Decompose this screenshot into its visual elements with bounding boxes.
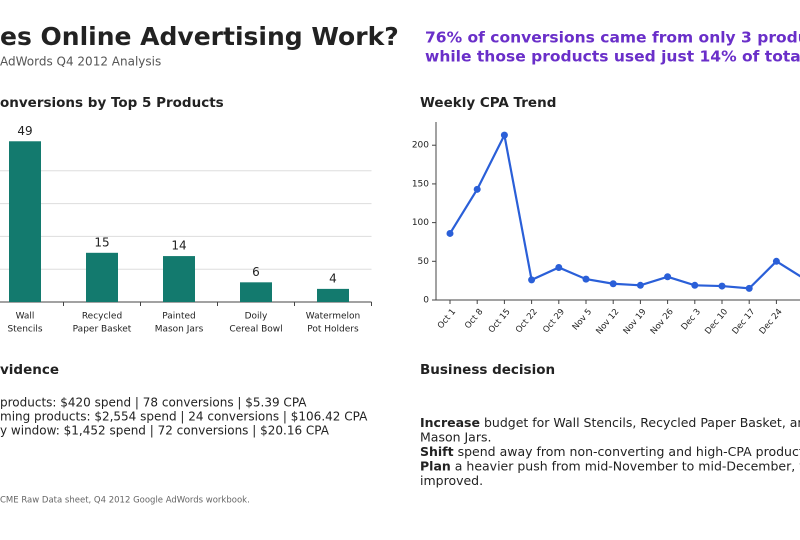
x-tick-label: Watermelon <box>306 312 360 322</box>
decision-text: a heavier push from mid-November to mid-… <box>455 458 800 473</box>
y-tick-label: 100 <box>412 218 429 228</box>
bar <box>317 288 349 302</box>
x-tick-label: Mason Jars <box>155 325 204 335</box>
x-tick-label: Oct 29 <box>541 307 567 335</box>
cpa-line <box>449 131 800 290</box>
decision-keyword: Shift <box>420 444 454 459</box>
x-tick-label: Painted <box>162 312 196 322</box>
point <box>718 282 726 290</box>
decision-line: Shift spend away from non-converting and … <box>420 444 800 459</box>
point <box>745 284 753 292</box>
point <box>500 131 508 139</box>
point <box>609 280 617 288</box>
decision-keyword: Plan <box>420 458 451 473</box>
y-tick-label: 150 <box>412 179 429 189</box>
subtitle: AdWords Q4 2012 Analysis <box>0 55 161 69</box>
footer: CME Raw Data sheet, Q4 2012 Google AdWor… <box>0 496 250 506</box>
section-title: Business decision <box>420 362 555 378</box>
bar <box>163 256 195 302</box>
decision-line: Mason Jars. <box>420 429 491 444</box>
x-tick-label: Dec 24 <box>758 307 785 336</box>
point <box>636 281 644 289</box>
decision-text: improved. <box>420 473 483 488</box>
x-tick-label: Dec 10 <box>703 307 730 336</box>
headline: while those products used just 14% of to… <box>425 48 800 66</box>
x-tick-label: Oct 8 <box>463 307 485 331</box>
chart-title: onversions by Top 5 Products <box>0 95 224 111</box>
chart-title: Weekly CPA Trend <box>420 95 556 111</box>
value-label: 6 <box>252 265 260 279</box>
decision-text: Mason Jars. <box>420 429 491 444</box>
value-label: 4 <box>329 271 337 285</box>
y-tick-label: 0 <box>423 296 429 306</box>
value-label: 14 <box>171 239 186 253</box>
bar <box>240 282 272 302</box>
point <box>473 185 481 193</box>
headline: 76% of conversions came from only 3 prod… <box>425 29 800 47</box>
evidence-line: y window: $1,452 spend | 72 conversions … <box>0 424 330 438</box>
evidence-line: ming products: $2,554 spend | 24 convers… <box>0 410 368 424</box>
section-title: vidence <box>0 362 59 378</box>
y-tick-label: 50 <box>418 257 430 267</box>
point <box>582 275 590 283</box>
page-title: es Online Advertising Work? <box>0 22 399 51</box>
x-tick-label: Nov 12 <box>594 307 621 336</box>
x-tick-label: Wall <box>16 312 35 322</box>
decision-text: budget for Wall Stencils, Recycled Paper… <box>484 415 800 430</box>
point <box>555 263 563 271</box>
x-tick-label: Nov 5 <box>571 307 595 332</box>
point <box>446 229 454 237</box>
bar <box>86 252 118 302</box>
point <box>772 257 780 265</box>
x-tick-label: Doily <box>245 312 268 322</box>
decision-line: Increase budget for Wall Stencils, Recycl… <box>420 415 800 430</box>
x-tick-label: Oct 22 <box>514 307 540 335</box>
point <box>528 276 536 284</box>
x-tick-label: Pot Holders <box>307 325 359 335</box>
decision-keyword: Increase <box>420 415 480 430</box>
decision-line: improved. <box>420 473 483 488</box>
evidence-line: products: $420 spend | 78 conversions | … <box>0 396 307 410</box>
point <box>691 281 699 289</box>
point <box>664 273 672 281</box>
x-tick-label: Dec 3 <box>680 307 703 332</box>
decision-line: Plan a heavier push from mid-November to … <box>420 458 800 473</box>
x-tick-label: Cereal Bowl <box>229 325 282 335</box>
value-label: 49 <box>17 124 32 138</box>
x-tick-label: Paper Basket <box>73 325 132 335</box>
x-tick-label: Oct 1 <box>436 307 458 331</box>
x-tick-label: Stencils <box>7 325 42 335</box>
value-label: 15 <box>94 235 109 249</box>
x-tick-label: Dec 17 <box>730 307 757 336</box>
decision-text: spend away from non-converting and high-… <box>458 444 800 459</box>
y-tick-label: 200 <box>412 141 429 151</box>
x-tick-label: Nov 19 <box>622 307 649 336</box>
x-tick-label: Oct 15 <box>487 307 513 335</box>
bar <box>9 141 41 302</box>
x-tick-label: Recycled <box>82 312 122 322</box>
x-tick-label: Nov 26 <box>649 307 676 336</box>
